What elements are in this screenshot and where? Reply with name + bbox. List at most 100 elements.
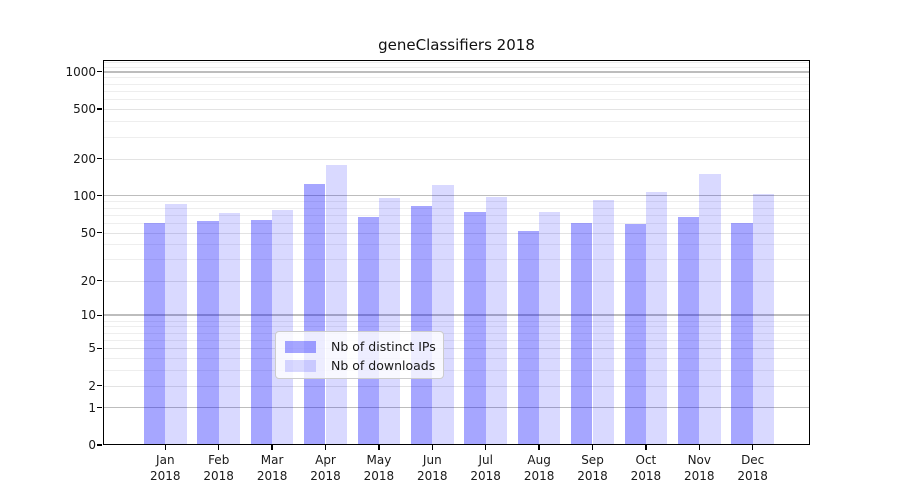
gridline-500 [103, 109, 810, 111]
x-axis-tick-mark [218, 445, 220, 450]
bar-downloads-may [378, 198, 401, 445]
x-axis-tick-mark [164, 445, 166, 450]
gridline-minor [103, 66, 810, 68]
x-axis-tick-mark [645, 445, 647, 450]
gridline-minor [103, 99, 810, 101]
x-axis-tick-label: Jun 2018 [417, 453, 448, 483]
bar-downloads-mar [272, 210, 294, 445]
gridline-minor [103, 259, 810, 261]
legend-swatch-distinct-ips [285, 340, 316, 353]
gridline-10 [103, 314, 810, 317]
chart-title: geneClassifiers 2018 [378, 36, 535, 54]
gridline-200 [103, 158, 810, 160]
gridline-minor [103, 320, 810, 322]
y-axis-tick-mark [97, 444, 102, 446]
bar-ips-jul [464, 211, 486, 445]
x-axis-tick-label: May 2018 [363, 453, 395, 483]
x-axis-tick-mark [485, 445, 487, 450]
x-axis-tick-mark [271, 445, 273, 450]
bar-downloads-jun [432, 184, 454, 445]
gridline-minor [103, 222, 810, 224]
gridline-minor [103, 326, 810, 328]
gridline-1000 [103, 70, 810, 73]
gridline-1 [103, 406, 810, 409]
y-axis-tick-mark [97, 279, 102, 282]
x-axis-tick-label: Jan 2018 [150, 453, 181, 483]
y-axis-tick-mark [97, 231, 102, 234]
bar-ips-oct [624, 223, 646, 445]
bar-downloads-sep [592, 199, 614, 445]
y-axis-tick-label: 20 [80, 273, 96, 288]
bar-ips-feb [197, 221, 219, 445]
x-axis-tick-label: Aug 2018 [523, 453, 555, 483]
y-axis-tick-mark [97, 406, 102, 409]
gridline-20 [103, 280, 810, 282]
bar-downloads-nov [699, 174, 721, 445]
legend-item-distinct-ips: Nb of distinct IPs [285, 337, 443, 356]
y-axis-tick-label: 100 [73, 188, 96, 203]
gridline-100 [103, 194, 810, 197]
bar-ips-jun [410, 206, 433, 445]
gridline-5 [103, 348, 810, 350]
gridline-minor [103, 121, 810, 123]
x-axis-tick-label: Jul 2018 [470, 453, 501, 483]
gridline-minor [103, 77, 810, 79]
bar-ips-sep [571, 222, 593, 445]
x-axis-tick-mark [324, 445, 327, 450]
gridline-minor [103, 339, 810, 341]
x-axis-tick-label: Nov 2018 [684, 453, 715, 483]
legend-item-downloads: Nb of downloads [285, 356, 443, 375]
gridline-minor [103, 214, 810, 216]
x-axis-tick-label: Sep 2018 [577, 453, 608, 483]
y-axis-tick-mark [97, 384, 102, 387]
bar-downloads-aug [539, 211, 561, 445]
x-axis-tick-mark [698, 445, 700, 450]
x-axis-tick-label: Apr 2018 [310, 453, 341, 483]
y-axis-tick-label: 200 [73, 151, 96, 166]
x-axis-tick-mark [431, 445, 433, 450]
y-axis-tick-mark [97, 314, 102, 317]
x-axis-tick-mark [538, 445, 540, 450]
y-axis-tick-label: 50 [80, 225, 96, 240]
y-axis-tick-mark [97, 108, 102, 110]
gridline-minor [103, 207, 810, 209]
gridline-minor [103, 83, 810, 85]
bar-downloads-dec [752, 193, 775, 445]
bar-downloads-jan [165, 203, 187, 445]
bar-ips-mar [250, 219, 273, 445]
gridline-minor [103, 201, 810, 203]
gridline-minor [103, 244, 810, 246]
plot-area [103, 60, 810, 445]
y-axis-tick-label: 5 [88, 341, 96, 356]
y-axis-tick-mark [97, 194, 102, 197]
legend: Nb of distinct IPs Nb of downloads [275, 331, 444, 379]
y-axis-tick-label: 10 [80, 308, 96, 323]
legend-label-downloads: Nb of downloads [331, 358, 436, 373]
x-axis-tick-mark [591, 445, 594, 450]
x-axis-tick-label: Mar 2018 [256, 453, 288, 483]
x-axis-tick-label: Feb 2018 [203, 453, 234, 483]
bar-downloads-feb [218, 212, 241, 445]
bar-downloads-jul [485, 197, 508, 445]
gridline-minor [103, 370, 810, 372]
bar-ips-jan [143, 222, 166, 445]
gridline-minor [103, 136, 810, 138]
y-axis-tick-label: 500 [73, 102, 96, 117]
y-axis-tick-mark [97, 347, 102, 349]
y-axis-tick-label: 2 [88, 378, 96, 393]
y-axis-tick-label: 0 [88, 438, 96, 452]
y-axis-tick-label: 1 [88, 400, 96, 415]
x-axis-tick-mark [752, 445, 754, 450]
gridline-2 [103, 385, 810, 387]
gridline-minor [103, 61, 810, 63]
bar-ips-dec [731, 222, 753, 445]
bar-downloads-oct [645, 191, 668, 445]
bar-ips-nov [677, 217, 700, 445]
y-axis-tick-label: 1000 [65, 64, 96, 79]
x-axis-tick-mark [378, 445, 380, 450]
gridline-minor [103, 332, 810, 334]
gridline-minor [103, 91, 810, 93]
y-axis-tick-mark [97, 157, 102, 160]
gridline-50 [103, 232, 810, 234]
